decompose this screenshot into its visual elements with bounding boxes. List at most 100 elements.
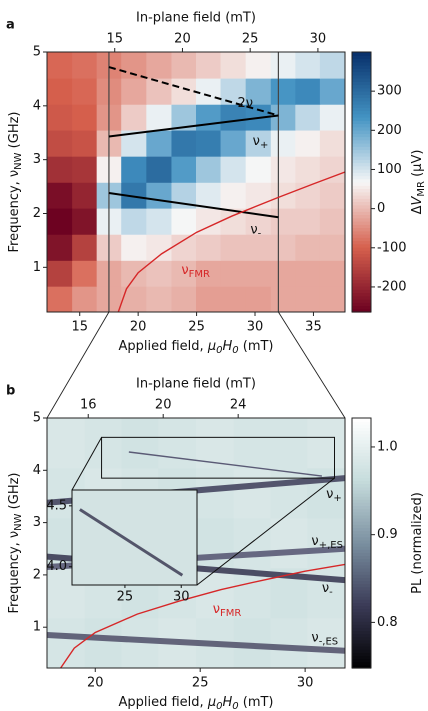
x2-tick-label: 20: [155, 398, 172, 413]
x2-tick-label: 25: [242, 32, 259, 47]
colorbar-step: [352, 593, 371, 597]
colorbar-tick-label: -100: [377, 240, 407, 255]
heatmap-cell: [319, 260, 345, 287]
annotation: ν-,ES: [311, 630, 338, 648]
colorbar-step: [352, 546, 371, 550]
inset-frame: [71, 489, 198, 586]
colorbar-step: [352, 120, 371, 125]
heatmap-cell: [121, 78, 147, 105]
colorbar-step: [352, 524, 371, 528]
x2-tick-label: 16: [80, 398, 97, 413]
colorbar-step: [352, 486, 371, 491]
colorbar-step: [352, 502, 371, 507]
heatmap-cell: [319, 182, 345, 209]
colorbar-step: [352, 52, 371, 56]
label-part: V: [410, 196, 425, 206]
annotation-sub: -: [329, 587, 333, 598]
heatmap-cell: [72, 234, 98, 261]
colorbar-step: [352, 61, 371, 66]
heatmap-cell: [121, 286, 147, 312]
colorbar-step: [352, 477, 371, 482]
colorbar-step: [352, 149, 371, 154]
series-line: [47, 632, 345, 654]
heatmap-cell: [270, 286, 296, 312]
colorbar-step: [352, 611, 371, 616]
heatmap-cell: [270, 467, 308, 519]
colorbar-step: [352, 65, 371, 69]
y-tick-label: 2: [33, 567, 41, 582]
colorbar-step: [352, 91, 371, 95]
colorbar-step: [352, 558, 371, 563]
x-tick-label: 20: [130, 320, 147, 335]
heatmap-cell: [146, 104, 172, 131]
colorbar-step: [352, 633, 371, 638]
y-tick-label: 5: [33, 411, 41, 426]
colorbar-step: [352, 289, 371, 294]
colorbar-step: [352, 493, 371, 497]
colorbar-step: [352, 496, 371, 500]
colorbar-step: [352, 552, 371, 557]
x2-tick-label: 30: [310, 32, 327, 47]
colorbar-step: [352, 586, 371, 591]
plot-area: [47, 52, 345, 312]
heatmap-cell: [47, 52, 73, 79]
colorbar-step: [352, 555, 371, 560]
inset-line: [79, 508, 184, 577]
heatmap-cell: [245, 182, 272, 209]
inset-x-tick-label: 30: [173, 590, 190, 605]
zoom-connector: [196, 477, 335, 586]
y-tick-label: 4: [33, 98, 41, 113]
colorbar-step: [352, 305, 371, 310]
heatmap-cell: [307, 617, 345, 668]
heatmap-cell: [72, 182, 98, 209]
colorbar-tick-label: 0.8: [377, 615, 398, 630]
heatmap-cell: [47, 156, 73, 183]
inset-x-tick-label: 25: [117, 590, 134, 605]
label-part: 0: [216, 701, 222, 711]
heatmap-cell: [220, 260, 247, 287]
heatmap-cell: [158, 418, 197, 469]
colorbar-step: [352, 624, 371, 628]
heatmap-cell: [270, 156, 296, 183]
label-part: (GHz): [7, 111, 22, 152]
y-tick-label: 1: [33, 620, 41, 635]
heatmap-cell: [319, 78, 345, 105]
colorbar-step: [352, 243, 371, 248]
label-part: 0: [216, 345, 222, 356]
heatmap-cell: [72, 156, 98, 183]
colorbar-step: [352, 655, 371, 660]
colorbar-step: [352, 110, 371, 115]
heatmap-cell: [245, 156, 272, 183]
label-part: Δ: [410, 205, 425, 214]
x2-axis-label: In-plane field (mT): [136, 377, 256, 392]
colorbar-step: [352, 266, 371, 271]
colorbar-step: [352, 424, 371, 428]
series-line: [117, 171, 345, 312]
heatmap-cell: [196, 260, 222, 287]
heatmap-cell: [47, 104, 73, 131]
heatmap-cell: [233, 517, 271, 569]
series-line: [108, 114, 279, 138]
heatmap-cell: [270, 418, 308, 469]
y-tick-label: 4: [33, 463, 41, 478]
heatmap-cell: [72, 260, 98, 287]
colorbar-step: [352, 605, 371, 610]
label-part: μ: [207, 695, 216, 710]
heatmap-cell: [146, 286, 172, 312]
colorbar-step: [352, 536, 371, 541]
heatmap-cell: [146, 156, 172, 183]
heatmap-cell: [47, 182, 73, 209]
colorbar-step: [352, 55, 371, 60]
heatmap-cell: [220, 52, 247, 79]
colorbar-step: [352, 97, 371, 102]
heatmap-cell: [307, 517, 345, 569]
colorbar-step: [352, 100, 371, 105]
colorbar-step: [352, 427, 371, 432]
colorbar-step: [352, 292, 371, 297]
colorbar-step: [352, 483, 371, 488]
heatmap-cell: [319, 286, 345, 312]
heatmap-cell: [220, 156, 247, 183]
heatmap-cell: [121, 104, 147, 131]
colorbar-label: ΔVMR (μV): [410, 150, 428, 215]
colorbar-step: [352, 508, 371, 513]
